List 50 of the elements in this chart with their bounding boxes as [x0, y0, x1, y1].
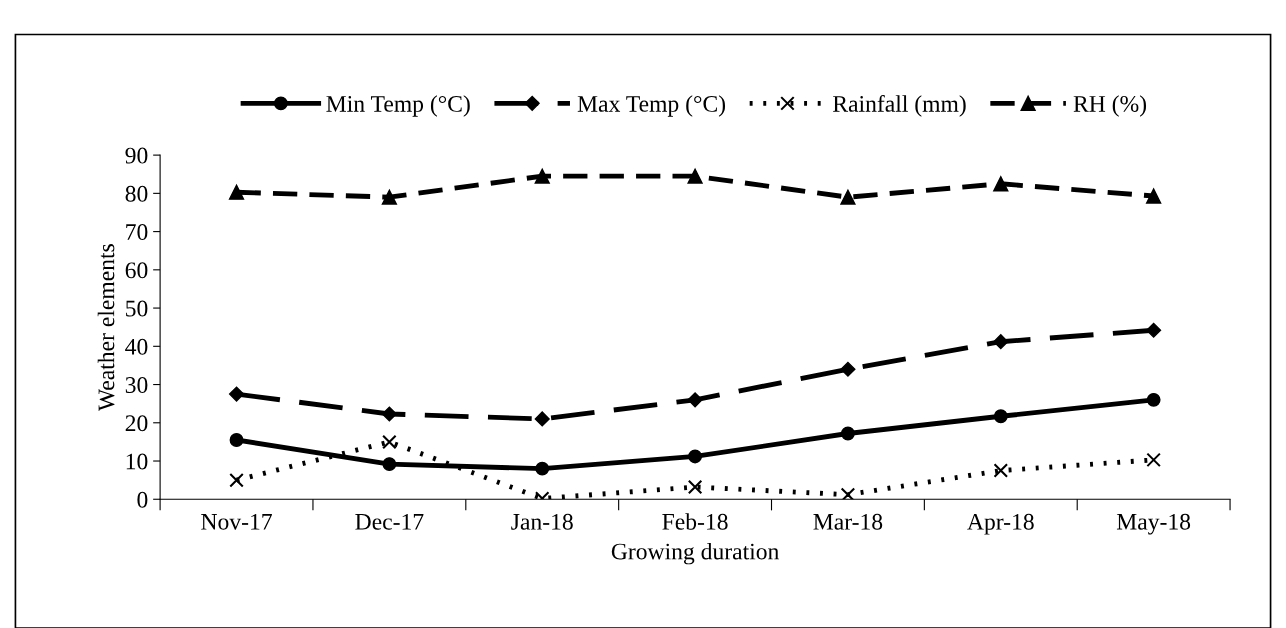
legend-label: RH (%) [1073, 95, 1147, 117]
point [993, 463, 1009, 478]
point [993, 334, 1009, 350]
point [840, 426, 855, 441]
y-tick-label: 70 [126, 224, 148, 241]
y-tick-label: 0 [137, 491, 148, 508]
x-tick-label: Feb-18 [662, 513, 728, 530]
point [840, 189, 856, 205]
y-tick-label: 10 [126, 453, 148, 470]
y-tick-label: 30 [125, 377, 148, 393]
point [993, 409, 1008, 424]
point [687, 479, 703, 495]
x-tick-label: Jan-18 [511, 513, 573, 530]
point [228, 386, 245, 402]
point [229, 472, 244, 488]
x-tick-label: Apr-18 [967, 513, 1034, 535]
legend-label: Min Temp (°C) [326, 95, 470, 117]
point [1145, 188, 1162, 204]
point [840, 361, 856, 377]
point [534, 411, 550, 427]
point [687, 392, 703, 408]
x-tick-label: Nov-17 [201, 513, 272, 530]
point [1146, 322, 1162, 338]
y-tick-label: 20 [125, 415, 148, 432]
y-tick-label: 60 [125, 262, 148, 279]
point [1146, 452, 1161, 468]
x-tick-label: Dec-17 [355, 513, 424, 530]
y-axis-title: Weather elements [97, 244, 115, 412]
legend-label: Rainfall (mm) [833, 95, 966, 117]
x-tick-label: Mar-18 [813, 513, 883, 530]
y-tick-label: 90 [125, 147, 148, 164]
point [840, 487, 856, 500]
point [535, 461, 550, 476]
point [1146, 392, 1161, 407]
point [687, 168, 703, 184]
y-tick-label: 80 [125, 185, 148, 202]
x-tick-label: May-18 [1116, 513, 1191, 535]
point [534, 168, 550, 184]
point [688, 449, 703, 464]
point [228, 184, 245, 200]
point [381, 406, 397, 422]
point [382, 434, 397, 450]
point [229, 433, 244, 447]
point [382, 457, 397, 472]
legend-label: Max Temp (°C) [577, 95, 726, 117]
y-tick-label: 40 [125, 338, 148, 355]
x-axis-title: Growing duration [611, 542, 779, 565]
point [993, 176, 1009, 192]
point [381, 189, 398, 205]
y-tick-label: 50 [126, 300, 148, 317]
